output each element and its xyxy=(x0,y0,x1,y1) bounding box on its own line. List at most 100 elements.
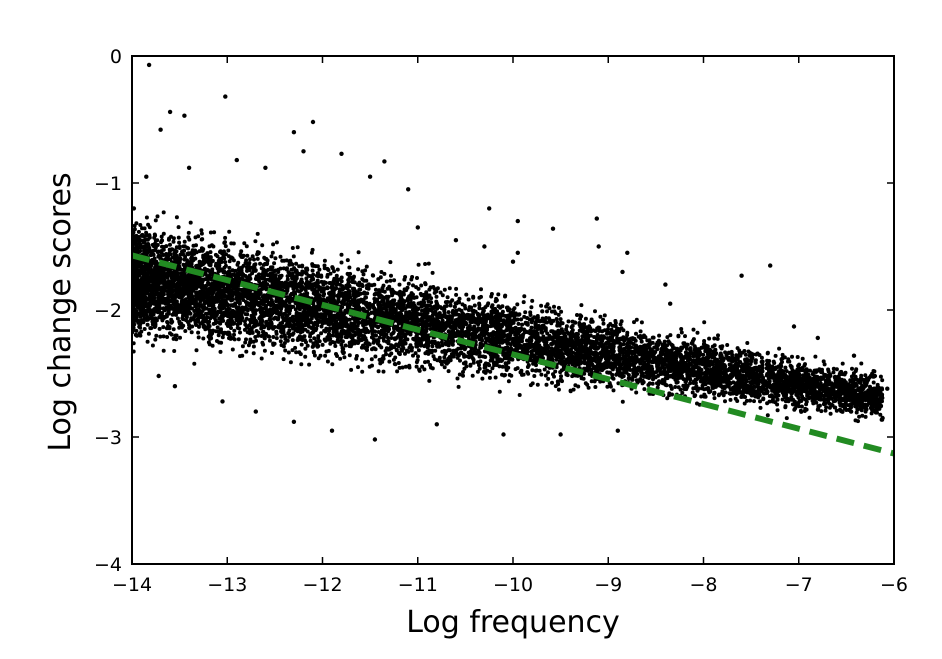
data-point xyxy=(549,336,554,341)
data-point xyxy=(487,206,492,211)
data-point xyxy=(168,242,172,247)
data-point xyxy=(780,352,785,357)
data-point xyxy=(367,174,373,179)
data-point xyxy=(439,362,444,367)
data-point xyxy=(739,273,744,278)
data-point xyxy=(171,327,176,332)
data-point xyxy=(472,303,477,308)
data-point xyxy=(669,348,674,353)
data-point xyxy=(743,352,748,357)
data-point xyxy=(347,265,352,270)
data-point xyxy=(223,94,228,99)
data-point xyxy=(376,369,381,374)
data-point xyxy=(382,289,387,294)
data-point xyxy=(553,311,558,316)
data-point xyxy=(274,240,279,245)
data-point xyxy=(799,404,804,409)
data-point xyxy=(244,337,248,342)
data-point xyxy=(302,334,307,339)
data-point xyxy=(558,317,563,322)
data-point xyxy=(753,358,758,363)
data-point xyxy=(537,368,542,373)
data-point xyxy=(372,437,378,442)
data-point xyxy=(879,386,884,391)
data-point xyxy=(280,258,285,263)
data-point xyxy=(575,313,579,317)
data-point xyxy=(589,379,594,384)
data-point xyxy=(159,234,164,239)
data-point xyxy=(510,259,516,264)
data-point xyxy=(343,343,348,348)
data-point xyxy=(232,332,236,337)
data-point xyxy=(815,335,820,341)
data-point xyxy=(182,113,187,118)
data-point xyxy=(448,324,453,329)
data-point xyxy=(397,365,402,370)
data-point xyxy=(279,334,284,339)
data-point xyxy=(244,349,249,354)
data-point xyxy=(586,385,591,390)
data-point xyxy=(768,263,773,268)
data-point xyxy=(330,362,335,367)
data-point xyxy=(596,244,601,249)
data-point xyxy=(342,355,347,360)
data-point xyxy=(564,324,569,329)
data-point xyxy=(503,293,508,298)
data-point xyxy=(329,428,335,433)
data-point xyxy=(183,329,188,333)
data-point xyxy=(455,376,460,381)
data-point xyxy=(256,330,261,335)
data-point xyxy=(227,269,232,274)
data-point xyxy=(813,354,818,359)
data-point xyxy=(863,414,868,419)
data-point xyxy=(253,239,258,244)
data-point xyxy=(281,357,286,362)
data-point xyxy=(420,364,425,369)
data-point xyxy=(556,305,561,310)
data-point xyxy=(158,334,163,339)
data-point xyxy=(423,360,427,365)
data-point xyxy=(618,341,623,346)
data-point xyxy=(319,279,324,284)
data-point xyxy=(665,335,670,340)
data-point xyxy=(821,359,826,364)
data-point xyxy=(286,350,291,355)
data-point xyxy=(253,409,258,414)
data-point xyxy=(554,317,559,321)
data-point xyxy=(422,367,427,372)
data-point xyxy=(440,293,445,298)
data-point xyxy=(160,244,164,249)
data-point xyxy=(611,388,616,393)
data-point xyxy=(482,244,487,249)
data-point xyxy=(797,398,802,403)
data-point xyxy=(566,319,571,324)
data-point xyxy=(257,296,261,301)
data-point xyxy=(261,342,266,347)
data-point xyxy=(230,347,235,352)
data-point xyxy=(389,336,394,340)
data-point xyxy=(748,398,753,403)
data-point xyxy=(823,408,828,413)
data-point xyxy=(332,287,337,292)
data-point xyxy=(702,320,707,325)
data-point xyxy=(583,316,588,321)
data-point xyxy=(144,215,149,220)
data-point xyxy=(501,432,506,437)
data-point xyxy=(403,364,408,369)
data-point xyxy=(530,368,535,373)
data-point xyxy=(319,331,324,336)
data-point xyxy=(261,330,265,335)
data-point xyxy=(242,327,247,332)
data-point xyxy=(559,309,564,314)
data-point xyxy=(132,206,137,211)
data-point xyxy=(453,238,459,243)
data-point xyxy=(186,165,192,170)
data-point xyxy=(545,309,549,314)
data-point xyxy=(293,345,298,350)
data-point xyxy=(496,292,501,297)
data-point xyxy=(509,373,514,378)
data-point xyxy=(200,295,205,300)
data-point xyxy=(387,359,392,364)
data-point xyxy=(289,267,294,272)
data-point xyxy=(223,244,228,249)
